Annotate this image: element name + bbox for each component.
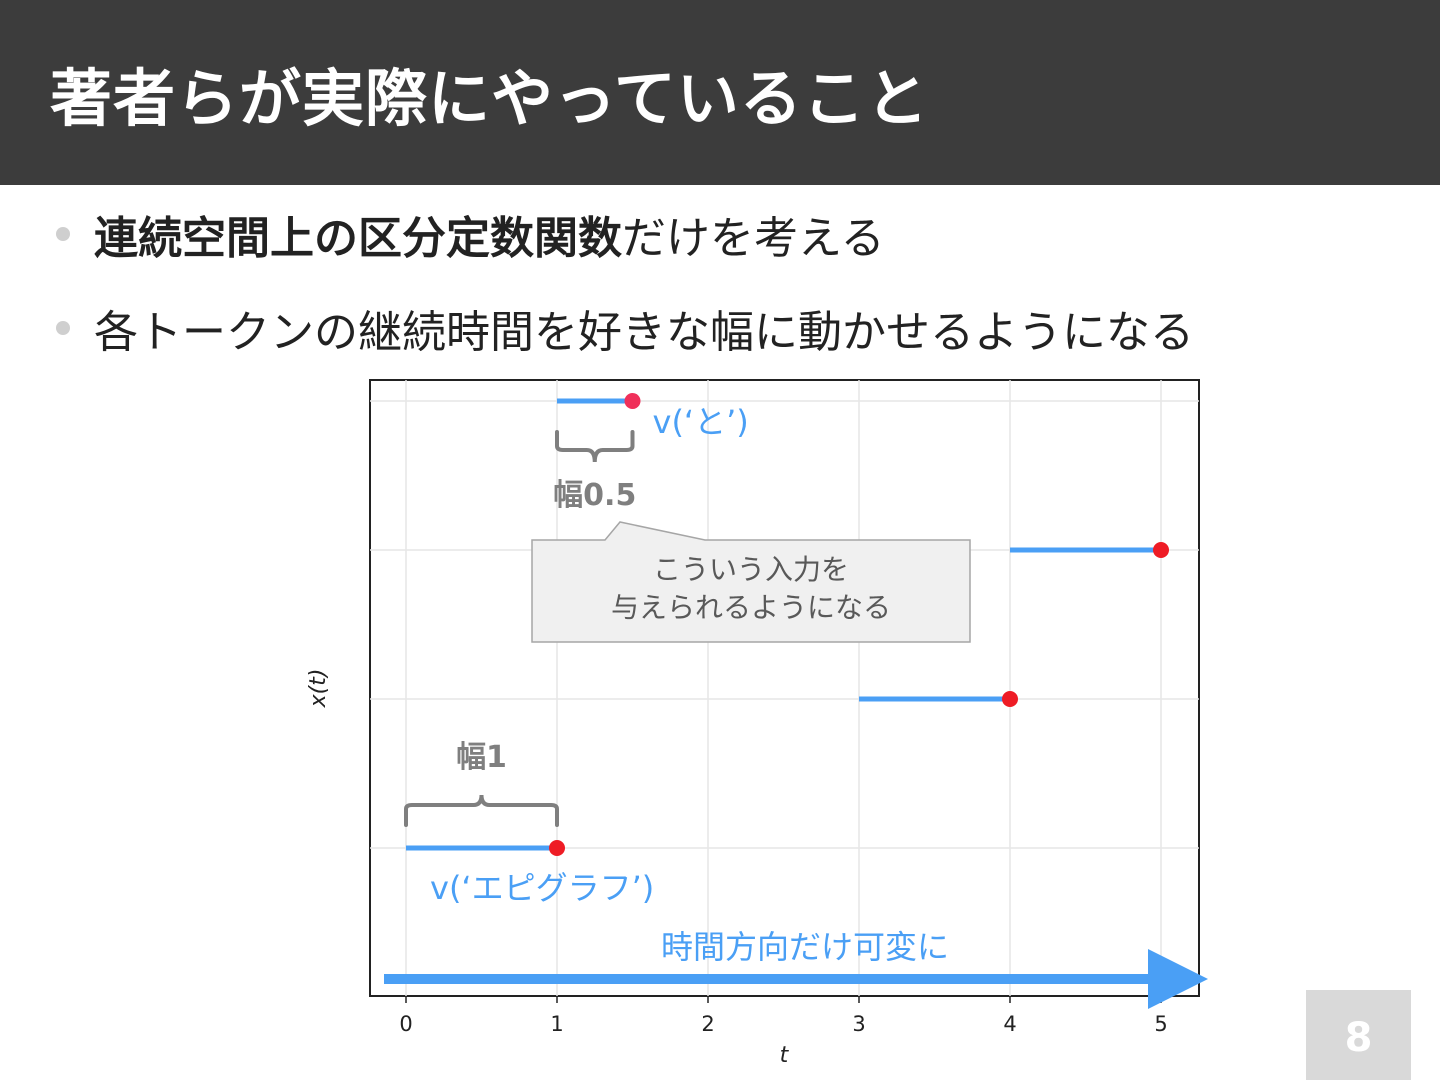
- slide-title: 著者らが実際にやっていること: [50, 62, 929, 135]
- plot-frame: [369, 379, 1200, 997]
- width-one-label: 幅1: [456, 740, 507, 775]
- x-tick-label: 3: [852, 1012, 865, 1036]
- x-axis-label: t: [780, 1043, 790, 1068]
- x-tick-label: 1: [550, 1012, 563, 1036]
- bullet-text: 各トークンの継続時間を好きな幅に動かせるようになる: [94, 307, 1194, 358]
- piecewise-constant-chart: 0 1 2 3 4 5 幅0.5 幅1 こういう入力を 与えられるようになる v(‘と’)…: [306, 379, 1208, 1068]
- bullet-item: 連続空間上の区分定数関数 だけを考える: [56, 202, 885, 266]
- x-tick-label: 5: [1154, 1012, 1167, 1036]
- callout-line-1: こういう入力を: [653, 553, 849, 586]
- x-tick-label: 0: [399, 1012, 412, 1036]
- bullet-dot-icon: [56, 227, 70, 241]
- bullet-text: だけを考える: [622, 213, 885, 264]
- title-bar: 著者らが実際にやっていること: [0, 0, 1440, 185]
- y-axis-label: x(t): [306, 669, 331, 709]
- callout-line-2: 与えられるようになる: [611, 591, 891, 624]
- x-tick-label: 4: [1003, 1012, 1016, 1036]
- x-tick-label: 2: [701, 1012, 714, 1036]
- segment-endpoint: [624, 393, 641, 409]
- page-number: 8: [1344, 1015, 1373, 1061]
- page-number-box: 8: [1306, 990, 1411, 1080]
- segment-endpoint: [549, 840, 565, 856]
- bullet-bold-text: 連続空間上の区分定数関数: [94, 213, 622, 264]
- segment-label-to: v(‘と’): [653, 403, 749, 441]
- brace-width-one: [404, 794, 559, 827]
- bullet-item: 各トークンの継続時間を好きな幅に動かせるようになる: [56, 296, 1194, 360]
- time-arrow-label: 時間方向だけ可変に: [661, 928, 949, 966]
- bullet-dot-icon: [56, 321, 70, 335]
- figure: 0 1 2 3 4 5 幅0.5 幅1 こういう入力を 与えられるようになる v(‘と’)…: [300, 370, 1220, 1080]
- segment-label-epigraph: v(‘エピグラフ’): [430, 869, 654, 907]
- segment-endpoint: [1002, 691, 1018, 707]
- width-half-label: 幅0.5: [553, 478, 636, 513]
- brace-width-half: [555, 430, 635, 463]
- segment-endpoint: [1153, 542, 1169, 558]
- callout-box: [531, 521, 971, 643]
